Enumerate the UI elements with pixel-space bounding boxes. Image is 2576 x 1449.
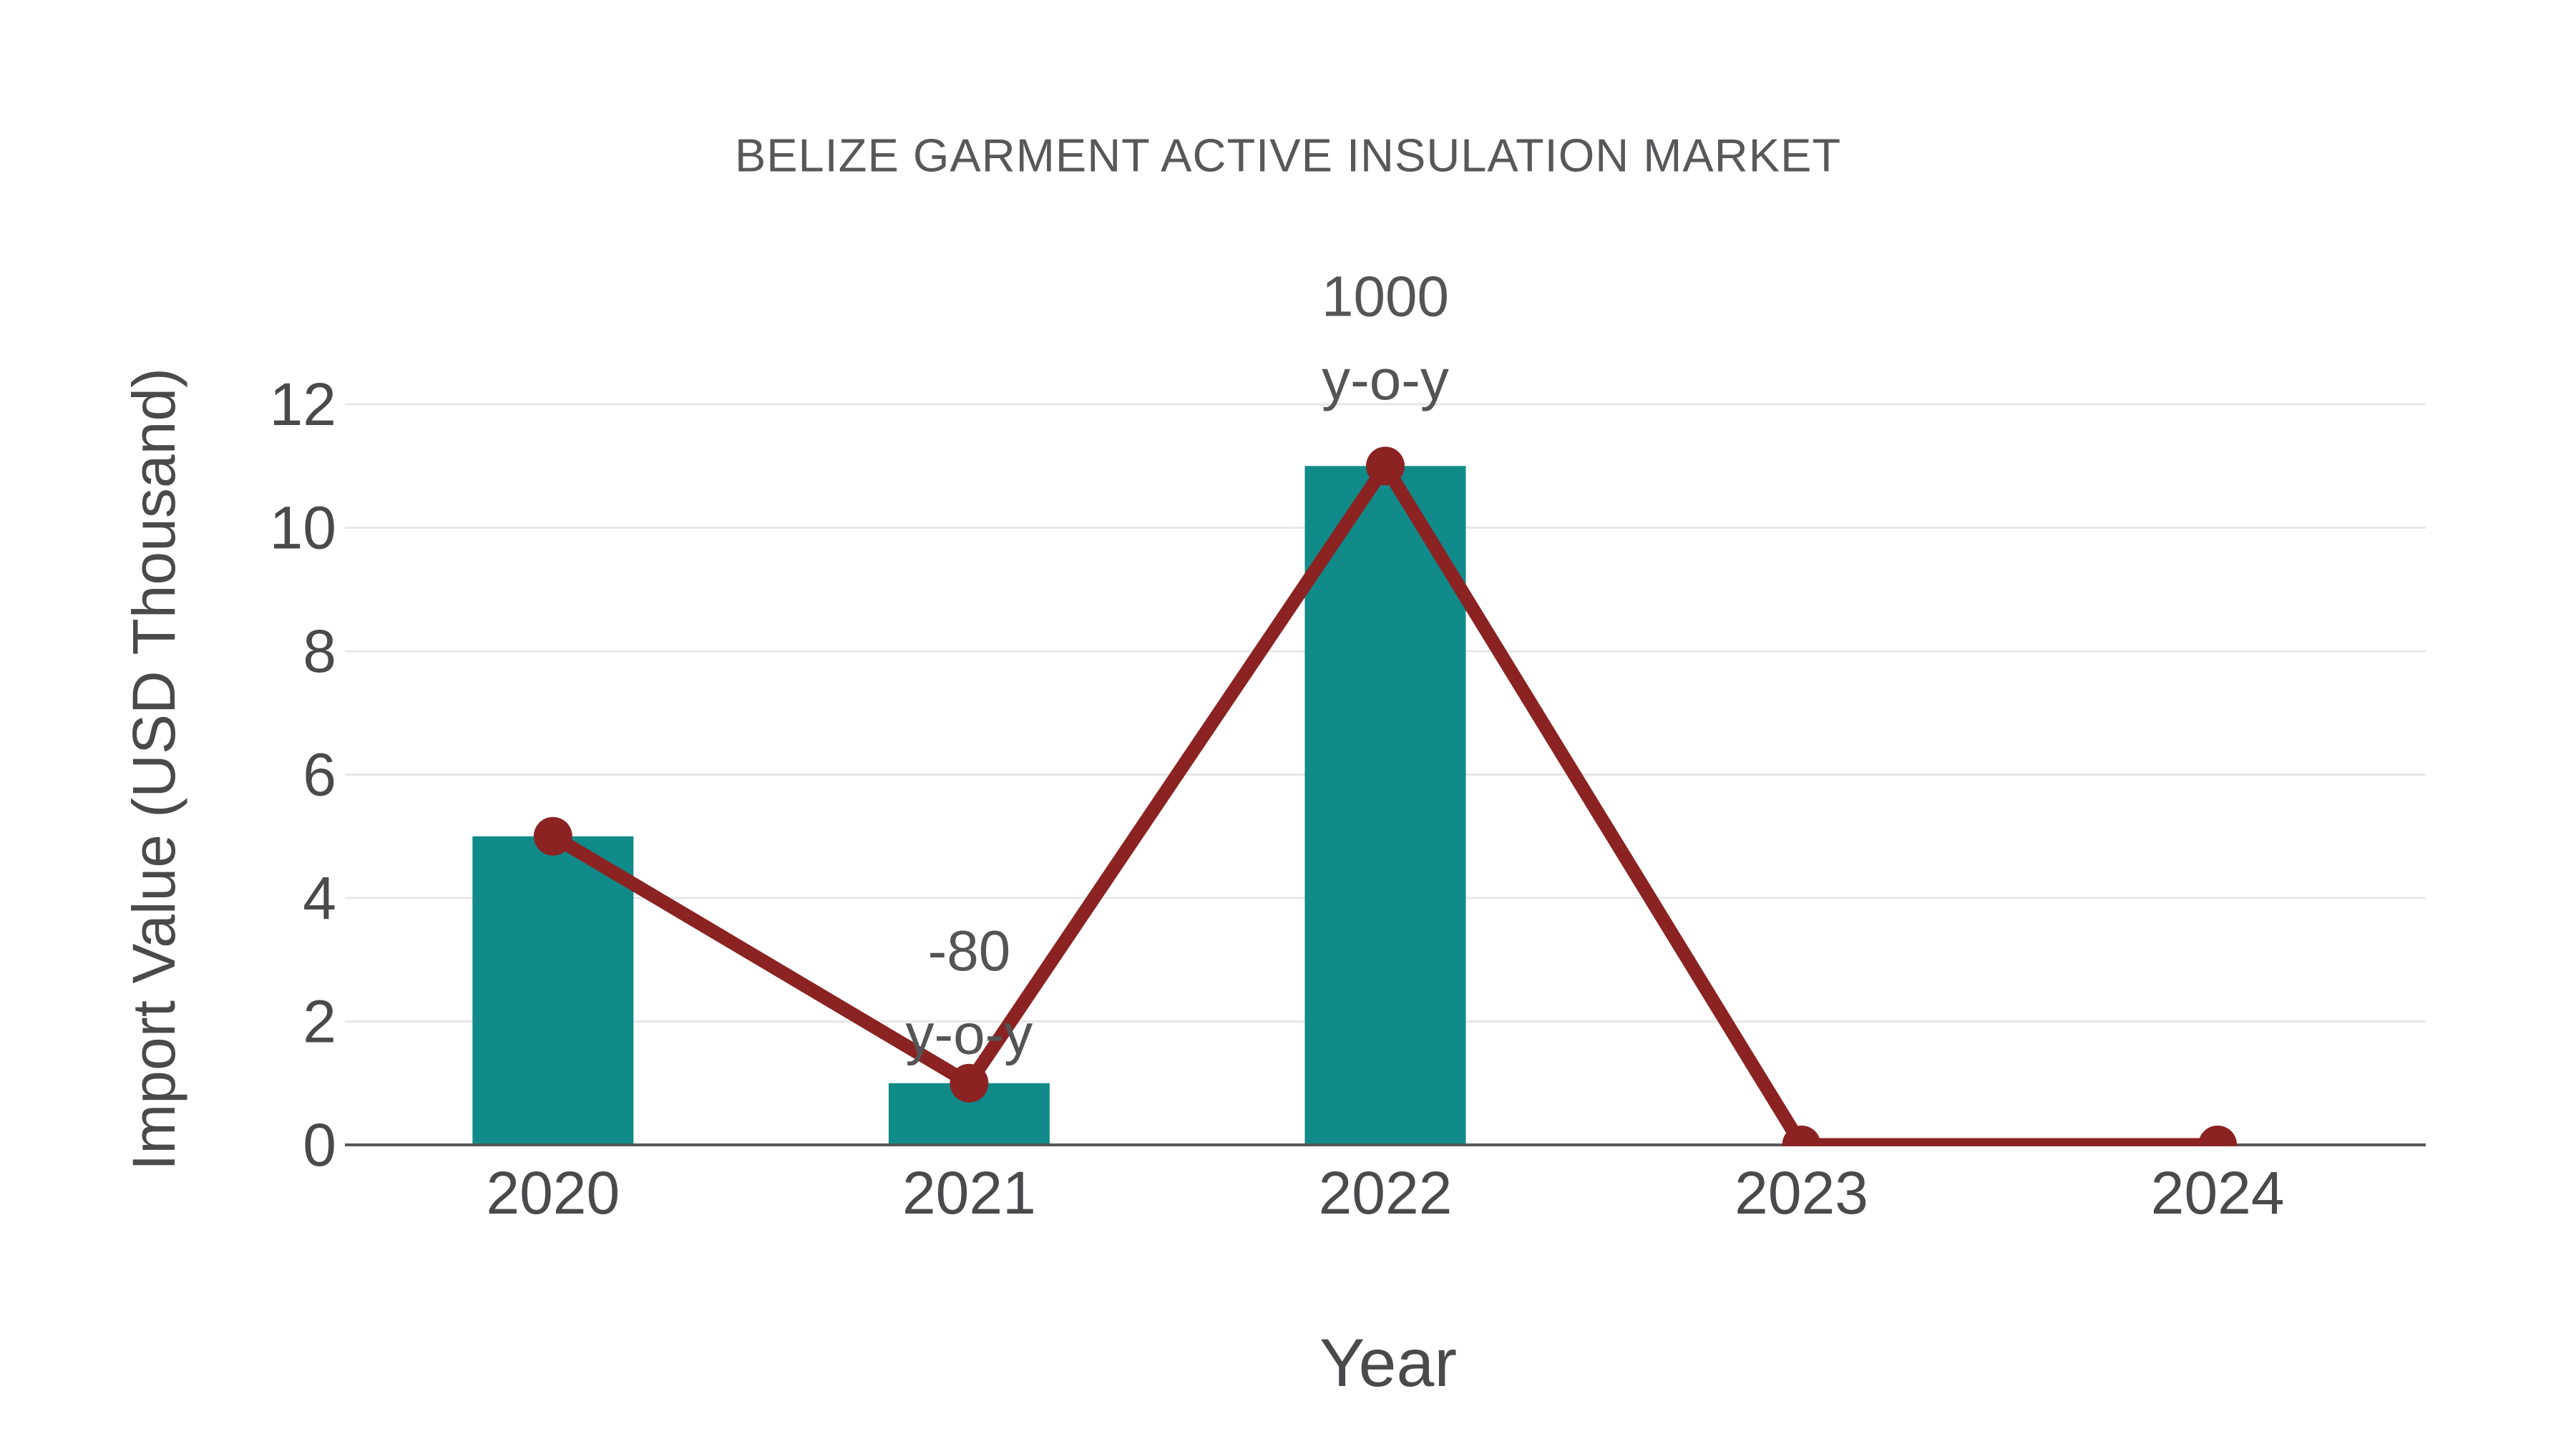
annotation-2022-line-1: 1000 bbox=[1322, 265, 1449, 328]
y-tick-label-4: 4 bbox=[303, 864, 336, 932]
y-tick-label-12: 12 bbox=[270, 371, 336, 438]
y-tick-label-8: 8 bbox=[303, 618, 336, 685]
chart-title: BELIZE GARMENT ACTIVE INSULATION MARKET bbox=[735, 130, 1841, 182]
y-tick-label-0: 0 bbox=[303, 1111, 336, 1179]
annotation-2021-line-2: y-o-y bbox=[906, 1002, 1033, 1065]
x-tick-labels: 2020 2021 2022 2023 2024 bbox=[486, 1159, 2284, 1226]
line-marker-2020 bbox=[533, 816, 572, 856]
line-series bbox=[533, 447, 2238, 1146]
annotation-2021-line-1: -80 bbox=[928, 919, 1011, 982]
bar-2020 bbox=[472, 836, 634, 1145]
x-tick-label-2020: 2020 bbox=[486, 1159, 620, 1226]
x-tick-label-2023: 2023 bbox=[1735, 1159, 1868, 1226]
bar-2022 bbox=[1304, 466, 1466, 1145]
annotations: -80 y-o-y 1000 y-o-y bbox=[906, 265, 1449, 1066]
annotation-2022-line-2: y-o-y bbox=[1322, 348, 1449, 411]
bar-series bbox=[472, 466, 1466, 1145]
x-tick-label-2024: 2024 bbox=[2151, 1159, 2285, 1226]
y-tick-labels: 0 2 4 6 8 10 12 bbox=[270, 371, 336, 1179]
x-tick-label-2022: 2022 bbox=[1319, 1159, 1453, 1226]
x-axis-title: Year bbox=[1319, 1325, 1457, 1401]
y-tick-label-10: 10 bbox=[270, 494, 336, 562]
line-marker-2024 bbox=[2198, 1126, 2238, 1146]
line-marker-2023 bbox=[1782, 1126, 1821, 1146]
y-tick-label-2: 2 bbox=[303, 988, 336, 1055]
x-tick-label-2021: 2021 bbox=[902, 1159, 1036, 1226]
y-tick-label-6: 6 bbox=[303, 741, 336, 809]
y-axis-title: Import Value (USD Thousand) bbox=[120, 368, 187, 1171]
line-marker-2021 bbox=[950, 1063, 989, 1103]
line-marker-2022 bbox=[1366, 447, 1405, 486]
